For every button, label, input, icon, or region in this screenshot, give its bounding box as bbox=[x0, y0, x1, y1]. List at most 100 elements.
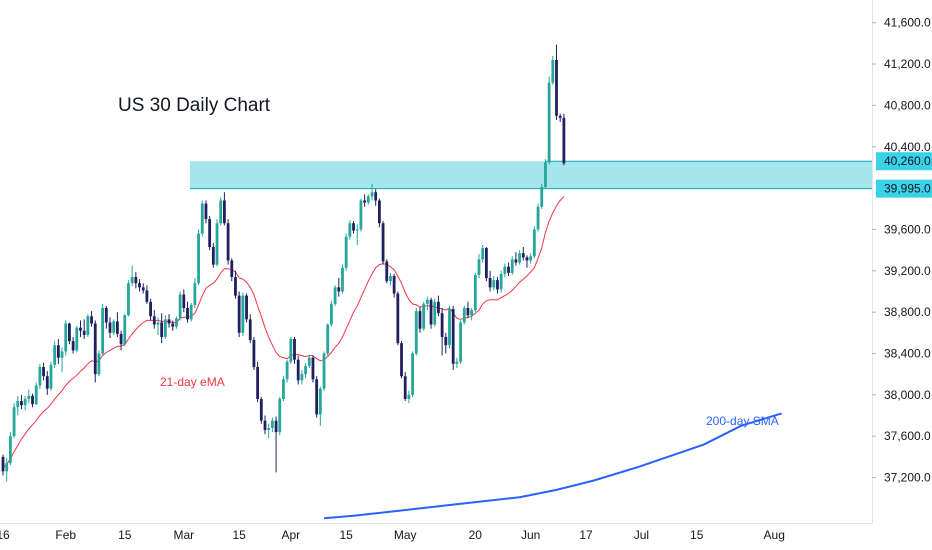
candle-body bbox=[341, 267, 344, 292]
candle-body bbox=[237, 295, 241, 333]
candle-body bbox=[130, 277, 134, 284]
candle bbox=[544, 159, 547, 190]
candle-body bbox=[23, 398, 27, 406]
candle-body bbox=[156, 322, 160, 325]
x-tick-label: 15 bbox=[118, 528, 132, 542]
candle-body bbox=[366, 196, 370, 203]
candle-body bbox=[459, 322, 462, 362]
candle bbox=[256, 361, 260, 403]
candle bbox=[304, 362, 307, 379]
candle bbox=[56, 339, 60, 364]
candle bbox=[507, 262, 510, 276]
x-tick-label: 15 bbox=[232, 528, 246, 542]
candle bbox=[97, 350, 101, 377]
candle bbox=[93, 320, 97, 383]
price-axis[interactable]: 41,600.0 41,200.0 40,800.0 40,400.0 39,600.0… bbox=[872, 0, 932, 523]
candle bbox=[71, 336, 75, 354]
candle bbox=[422, 301, 426, 331]
candle bbox=[68, 322, 71, 345]
candle-body bbox=[127, 283, 130, 316]
candle bbox=[330, 300, 333, 327]
candle bbox=[42, 362, 45, 381]
candle bbox=[215, 219, 219, 267]
candle-body bbox=[418, 311, 422, 329]
y-tick-label: 38,800.0 bbox=[884, 305, 931, 319]
candle-body bbox=[355, 229, 359, 231]
candle bbox=[337, 278, 341, 297]
candle-body bbox=[145, 290, 149, 302]
candle bbox=[525, 255, 529, 268]
x-tick-label: 16 bbox=[0, 528, 10, 542]
candle bbox=[333, 285, 337, 306]
candle-body bbox=[544, 162, 547, 188]
candle bbox=[499, 270, 503, 293]
candle bbox=[359, 198, 363, 232]
candle-body bbox=[377, 200, 381, 224]
candle-body bbox=[208, 219, 212, 248]
candle-body bbox=[75, 327, 79, 351]
candle bbox=[38, 363, 42, 389]
candle bbox=[234, 270, 237, 299]
candle bbox=[451, 305, 455, 371]
candle-body bbox=[425, 299, 429, 304]
candle bbox=[433, 298, 437, 327]
candle-body bbox=[481, 248, 485, 260]
candle bbox=[160, 313, 164, 344]
candle-body bbox=[171, 323, 175, 327]
candle-body bbox=[160, 322, 164, 337]
candle-body bbox=[282, 379, 285, 399]
y-tick-label: 39,600.0 bbox=[884, 222, 931, 236]
x-tick-label: May bbox=[394, 528, 417, 542]
x-tick-label: 15 bbox=[339, 528, 353, 542]
sma200-line bbox=[323, 412, 782, 520]
candle-body bbox=[293, 339, 296, 360]
candle bbox=[529, 253, 533, 264]
candle bbox=[145, 285, 149, 304]
candle-body bbox=[429, 299, 433, 325]
candle-body bbox=[211, 247, 215, 265]
candle-body bbox=[31, 395, 34, 405]
candle-body bbox=[311, 357, 315, 380]
candle bbox=[23, 395, 27, 411]
candle bbox=[532, 226, 536, 259]
candle bbox=[514, 252, 518, 266]
candle-body bbox=[307, 357, 311, 366]
candle-body bbox=[318, 388, 322, 415]
candle-body bbox=[422, 303, 426, 329]
candle bbox=[418, 306, 422, 333]
x-tick-label: Jul bbox=[634, 528, 649, 542]
y-tick-label: 40,400.0 bbox=[884, 140, 931, 154]
candle-body bbox=[82, 330, 86, 335]
candle bbox=[385, 259, 389, 284]
candle bbox=[237, 291, 241, 337]
candle bbox=[282, 376, 285, 402]
candle-body bbox=[470, 310, 474, 316]
candle-body bbox=[507, 266, 510, 273]
candle bbox=[208, 216, 212, 251]
candle bbox=[230, 258, 234, 282]
candle-body bbox=[499, 273, 503, 290]
candle bbox=[429, 297, 433, 329]
candle-body bbox=[400, 343, 403, 377]
candle bbox=[352, 221, 355, 234]
candle-body bbox=[359, 200, 363, 230]
candle-body bbox=[278, 398, 282, 433]
level-tag: 40,260.0 bbox=[876, 152, 932, 171]
time-axis[interactable]: 16 Feb 15 Mar 15 Apr 15 May 20 Jun 17 Jul 15 Aug bbox=[0, 523, 872, 543]
candle bbox=[53, 341, 57, 368]
candle bbox=[189, 302, 193, 322]
candle bbox=[555, 44, 558, 120]
candle bbox=[34, 382, 38, 406]
candle-body bbox=[352, 223, 355, 231]
candle bbox=[267, 423, 271, 439]
candle-body bbox=[518, 253, 521, 263]
candle bbox=[163, 315, 167, 340]
candle bbox=[20, 394, 23, 410]
candle bbox=[285, 359, 289, 383]
candle bbox=[448, 305, 451, 349]
candle bbox=[108, 317, 112, 338]
y-tick-label: 37,200.0 bbox=[884, 471, 931, 485]
candle bbox=[318, 386, 322, 426]
candle bbox=[488, 270, 492, 292]
